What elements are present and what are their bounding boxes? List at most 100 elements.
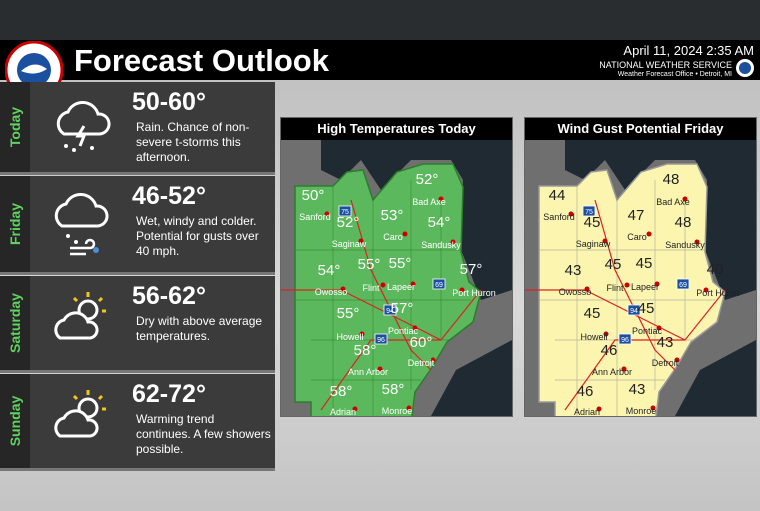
lake-erie [675, 340, 756, 416]
map-value: 45 [636, 255, 653, 272]
map-value: 48 [675, 214, 692, 231]
city-label: Monroe [382, 406, 413, 416]
map-panel: Wind Gust Potential Friday 75 69 94 96 Sanfor… [524, 117, 757, 417]
city-label: Saginaw [332, 239, 367, 249]
weather-icon [54, 193, 109, 256]
org: NATIONAL WEATHER SERVICE [599, 60, 732, 70]
day-label-box: Sunday [0, 374, 30, 468]
map-value: 58° [382, 381, 405, 398]
highway-shield [338, 205, 352, 217]
day-temp: 50-60° [132, 88, 206, 116]
city-dot [624, 282, 630, 288]
day-temp: 46-52° [132, 182, 206, 210]
city-dot [450, 239, 456, 245]
map-value: 55° [358, 256, 381, 273]
city-dot [694, 239, 700, 245]
city-dot [324, 211, 330, 217]
date: April 11, 2024 2:35 AM [623, 43, 754, 58]
city-dot [410, 281, 416, 287]
highway-label: 94 [386, 308, 394, 315]
highway-shield [618, 333, 632, 345]
city-label: Pontiac [388, 326, 419, 336]
city-label: Lapeer [631, 282, 659, 292]
noaa-logo [736, 59, 754, 77]
city-label: Sandusky [665, 240, 705, 250]
map-value: 45 [638, 300, 655, 317]
city-dot [621, 366, 627, 372]
map-value: 43 [657, 334, 674, 351]
day-panel: Today 50-60° Rain. Chance of non-severe t-… [0, 82, 275, 175]
day-label-box: Friday [0, 176, 30, 272]
map-value: 53° [381, 207, 404, 224]
city-label: Monroe [626, 406, 657, 416]
map-value: 47 [628, 207, 645, 224]
highway-shield [383, 304, 397, 316]
map-title: High Temperatures Today [281, 118, 512, 140]
map-value: 46 [577, 383, 594, 400]
city-dot [438, 196, 444, 202]
city-dot [584, 286, 590, 292]
day-label: Today [7, 106, 23, 148]
map-value: 43 [629, 381, 646, 398]
day-temp: 56-62° [132, 282, 206, 310]
map-value: 45 [605, 256, 622, 273]
day-label: Sunday [7, 395, 23, 447]
city-dot [459, 287, 465, 293]
highway-label: 96 [377, 337, 385, 344]
map-value: 60° [410, 334, 433, 351]
day-label-box: Saturday [0, 276, 30, 370]
lake [565, 140, 756, 300]
city-label: Port Huron [696, 288, 740, 298]
map-value: 55° [389, 255, 412, 272]
city-dot [352, 406, 358, 412]
map-value: 48 [663, 171, 680, 188]
map-value: 54° [318, 262, 341, 279]
city-label: Caro [627, 232, 647, 242]
map-value: 52° [416, 171, 439, 188]
map-panel: High Temperatures Today 75 69 94 96 Sanford Ba… [280, 117, 513, 417]
city-dot [654, 281, 660, 287]
city-label: Sanford [543, 212, 575, 222]
map-value: 50° [302, 187, 325, 204]
map-value: 45 [584, 214, 601, 231]
day-label: Saturday [7, 293, 23, 353]
map-value: 40 [707, 261, 724, 278]
city-label: Adrian [574, 407, 600, 416]
city-dot [682, 196, 688, 202]
map-value: 44 [549, 187, 566, 204]
map: 75 69 94 96 Sanford Bad Axe Saginaw Caro Sandusk… [525, 140, 756, 416]
weather-icon [54, 292, 106, 340]
land [538, 163, 726, 416]
lake [321, 140, 512, 300]
city-dot [596, 406, 602, 412]
day-panel: Sunday 62-72° Warming trend continues. A f… [0, 374, 275, 471]
city-dot [412, 325, 418, 331]
city-dot [650, 405, 656, 411]
city-dot [406, 405, 412, 411]
city-label: Bad Axe [412, 197, 446, 207]
day-temp: 62-72° [132, 380, 206, 408]
map-value: 54° [428, 214, 451, 231]
map-value: 57° [391, 300, 414, 317]
city-label: Port Huron [452, 288, 496, 298]
city-dot [703, 287, 709, 293]
city-label: Sandusky [421, 240, 461, 250]
city-dot [674, 357, 680, 363]
day-panel: Friday 46-52° Wet, windy and colder. Poten… [0, 176, 275, 275]
city-dot [358, 238, 364, 244]
map-value: 45 [584, 305, 601, 322]
city-label: Owosso [315, 287, 348, 297]
highway-label: 96 [621, 337, 629, 344]
city-label: Ann Arbor [592, 367, 632, 377]
day-text: Wet, windy and colder. Potential for gus… [136, 214, 259, 258]
highway-shield [374, 333, 388, 345]
map-value: 55° [337, 305, 360, 322]
city-dot [402, 231, 408, 237]
city-label: Detroit [652, 358, 679, 368]
day-label: Friday [7, 202, 23, 246]
map-value: 58° [330, 383, 353, 400]
city-label: Owosso [559, 287, 592, 297]
city-label: Howell [580, 332, 607, 342]
day-panel: Saturday 56-62° Dry with above average tem… [0, 276, 275, 373]
